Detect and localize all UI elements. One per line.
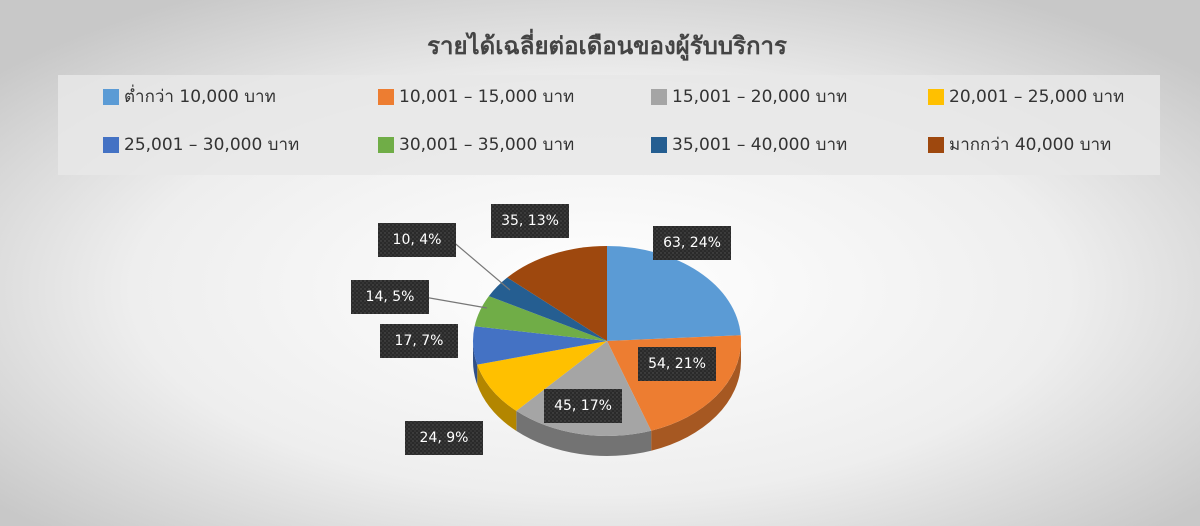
data-label: 45, 17% [554,398,612,414]
legend-box [58,75,1160,175]
legend-label: 25,001 – 30,000 บาท [124,135,299,155]
data-label-box [638,347,716,381]
data-label-box [491,204,569,238]
data-label-box [405,421,483,455]
data-label: 24, 9% [420,430,469,446]
data-label-box [653,226,731,260]
legend-swatch [378,137,394,153]
data-label-box [380,324,458,358]
legend-swatch [103,137,119,153]
slice [607,246,741,341]
slice [472,326,607,365]
slice [477,341,607,411]
legend-swatch [928,137,944,153]
legend-label: 10,001 – 15,000 บาท [399,87,574,107]
slice [488,277,607,341]
slice-side [516,410,652,457]
slice-side [651,341,741,451]
data-label: 54, 21% [648,356,706,372]
slice-side [473,341,478,385]
legend-label: 20,001 – 25,000 บาท [949,87,1124,107]
legend-swatch [103,89,119,105]
data-label: 14, 5% [366,289,415,305]
legend-label: 15,001 – 20,000 บาท [672,87,847,107]
legend-label: ต่ำกว่า 10,000 บาท [124,84,276,107]
slice [507,246,607,341]
data-label: 17, 7% [395,333,444,349]
leader-line [423,296,488,309]
legend-label: 30,001 – 35,000 บาท [399,135,574,155]
data-label: 10, 4% [393,232,442,248]
slice [474,296,607,341]
legend-label: มากกว่า 40,000 บาท [949,135,1111,155]
data-label-box [544,389,622,423]
chart-title: รายได้เฉลี่ยต่อเดือนของผู้รับบริการ [427,28,787,61]
data-label: 63, 24% [663,235,721,251]
legend-label: 35,001 – 40,000 บาท [672,135,847,155]
data-label-box [351,280,429,314]
legend-swatch [651,137,667,153]
data-label-box [378,223,456,257]
leader-line [450,239,511,291]
legend-swatch [928,89,944,105]
data-label: 35, 13% [501,213,559,229]
legend-swatch [651,89,667,105]
slice-side [477,364,517,431]
legend-swatch [378,89,394,105]
